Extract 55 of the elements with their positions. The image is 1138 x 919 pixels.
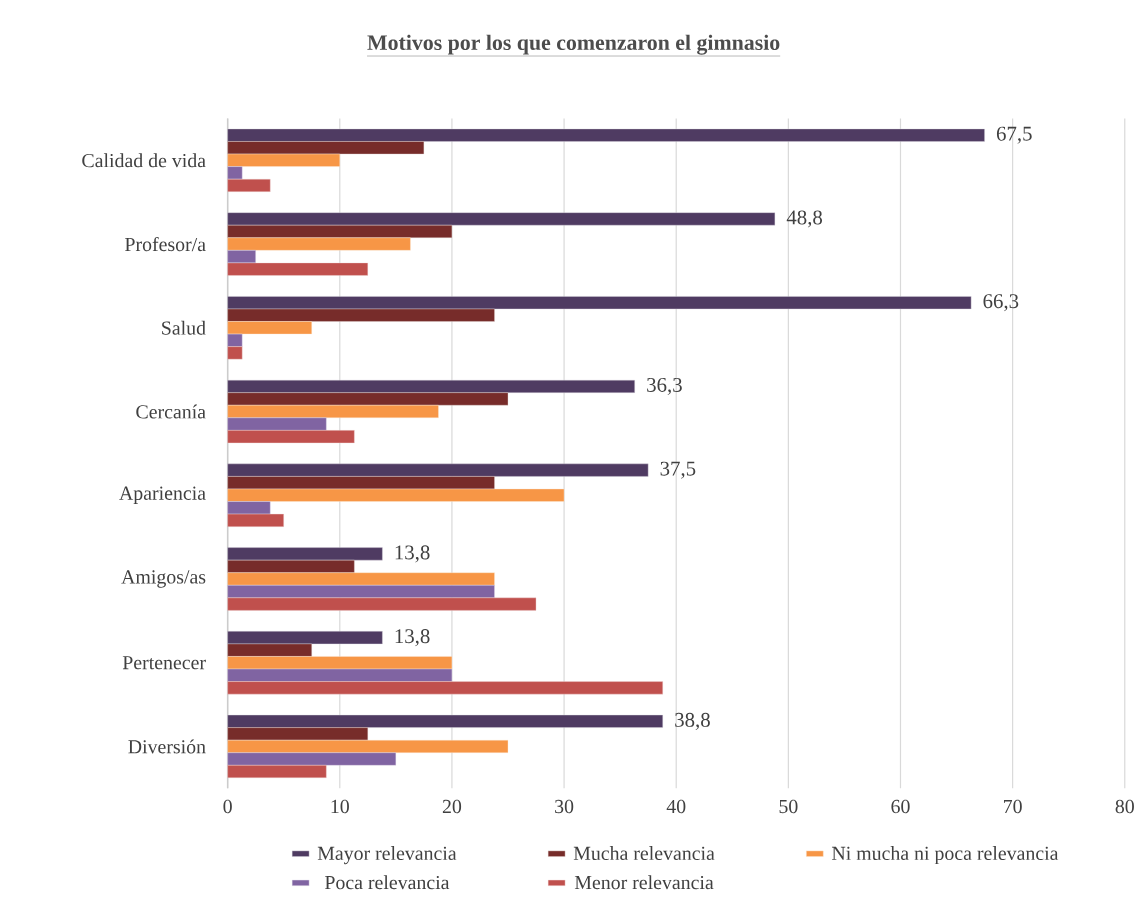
bar: [227, 681, 663, 695]
bar: [227, 740, 509, 753]
bar: [227, 262, 369, 276]
data-label: 36,3: [647, 377, 682, 395]
y-tick-label: Diversión: [128, 739, 206, 754]
bar: [227, 752, 397, 766]
x-tick-label: 60: [891, 799, 910, 814]
bar: [227, 585, 495, 599]
chart-title: Motivos por los que comenzaron el gimnasio: [367, 34, 780, 55]
bar: [227, 765, 327, 779]
bar: [227, 501, 271, 515]
data-label: 37,5: [660, 461, 696, 479]
bar: [227, 166, 243, 180]
x-tick-label: 80: [1115, 799, 1134, 814]
y-tick-label: Apariencia: [119, 486, 206, 504]
y-tick-label: Profesor/a: [125, 236, 206, 252]
bar: [227, 333, 243, 347]
x-tick-label: 30: [555, 799, 574, 814]
legend-label: Mucha relevancia: [573, 846, 715, 861]
y-tick-label: Calidad de vida: [82, 153, 206, 168]
data-label: 48,8: [786, 210, 823, 228]
x-tick-label: 40: [666, 799, 686, 814]
x-tick-label: 70: [1004, 799, 1022, 814]
bar: [227, 513, 284, 527]
bar: [227, 597, 537, 611]
bar: [227, 178, 271, 192]
legend-label: Menor relevancia: [574, 875, 714, 890]
data-label: 13,8: [395, 629, 430, 647]
bar: [227, 153, 340, 167]
y-tick-label: Amigos/as: [121, 570, 206, 588]
x-tick-label: 20: [442, 799, 462, 814]
data-label: 66,3: [983, 294, 1019, 312]
x-tick-label: 50: [779, 799, 798, 814]
bar: [227, 346, 243, 360]
legend-label: Ni mucha ni poca relevancia: [832, 846, 1059, 865]
bar: [227, 488, 565, 502]
legend-label: Mayor relevancia: [317, 846, 457, 865]
legend-label: Poca relevancia: [324, 875, 450, 890]
bar: [227, 417, 327, 431]
x-tick-label: 0: [223, 799, 232, 814]
x-tick-label: 10: [331, 799, 349, 814]
y-tick-label: Salud: [162, 320, 206, 335]
data-label: 38,8: [675, 712, 710, 730]
data-label: 13,8: [395, 545, 430, 563]
bar: [227, 668, 453, 682]
bar: [227, 572, 495, 586]
data-label: 67,5: [996, 126, 1032, 144]
bar: [227, 321, 312, 335]
bar: [227, 250, 256, 264]
bar: [227, 656, 453, 670]
bar: [227, 430, 355, 444]
bar: [227, 405, 439, 419]
y-tick-label: Cercanía: [136, 404, 206, 419]
y-tick-label: Pertenecer: [122, 656, 206, 670]
bar: [227, 237, 411, 251]
